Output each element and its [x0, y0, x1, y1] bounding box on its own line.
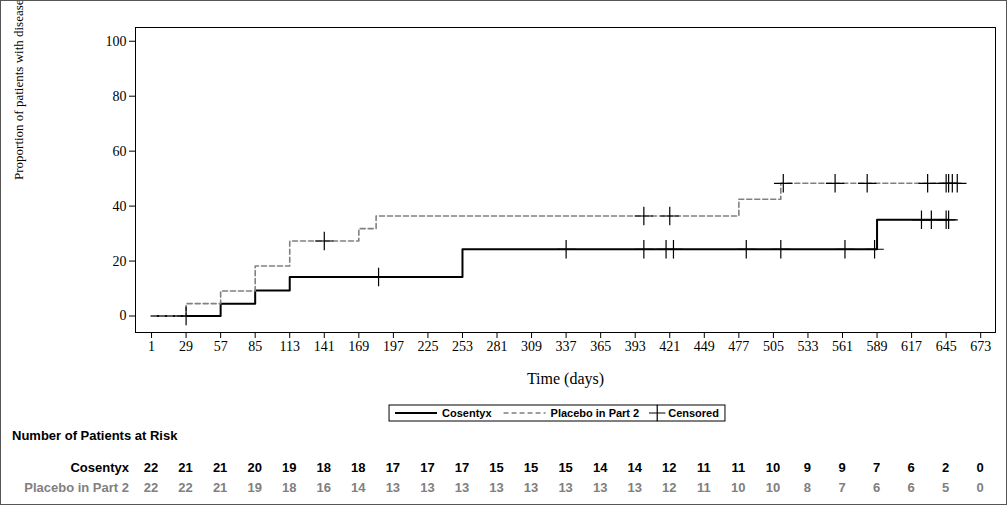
svg-text:12: 12	[662, 460, 676, 475]
svg-text:7: 7	[838, 480, 845, 495]
svg-text:197: 197	[383, 339, 404, 354]
svg-text:22: 22	[144, 480, 158, 495]
svg-text:11: 11	[731, 460, 745, 475]
svg-text:0: 0	[120, 308, 127, 323]
svg-text:11: 11	[697, 460, 711, 475]
svg-text:6: 6	[873, 480, 880, 495]
svg-text:17: 17	[386, 460, 400, 475]
svg-text:1: 1	[148, 339, 155, 354]
svg-text:10: 10	[766, 460, 780, 475]
svg-text:20: 20	[113, 254, 127, 269]
svg-text:20: 20	[247, 460, 261, 475]
svg-text:141: 141	[314, 339, 335, 354]
svg-text:533: 533	[797, 339, 818, 354]
svg-text:113: 113	[279, 339, 299, 354]
svg-text:16: 16	[317, 480, 331, 495]
svg-text:18: 18	[282, 480, 296, 495]
svg-text:281: 281	[487, 339, 508, 354]
svg-text:589: 589	[867, 339, 888, 354]
svg-text:80: 80	[113, 89, 127, 104]
svg-text:645: 645	[936, 339, 957, 354]
svg-text:9: 9	[838, 460, 845, 475]
svg-text:12: 12	[662, 480, 676, 495]
svg-text:253: 253	[452, 339, 473, 354]
svg-text:22: 22	[178, 480, 192, 495]
svg-text:Placebo in Part 2: Placebo in Part 2	[24, 480, 129, 495]
svg-text:13: 13	[558, 480, 572, 495]
svg-text:22: 22	[144, 460, 158, 475]
svg-text:505: 505	[763, 339, 784, 354]
svg-text:21: 21	[213, 460, 227, 475]
svg-text:19: 19	[247, 480, 261, 495]
svg-text:169: 169	[348, 339, 369, 354]
svg-text:0: 0	[977, 460, 984, 475]
svg-text:0: 0	[977, 480, 984, 495]
svg-text:Proportion of patients with di: Proportion of patients with disease flar…	[11, 0, 26, 180]
svg-text:40: 40	[113, 199, 127, 214]
svg-text:15: 15	[558, 460, 572, 475]
svg-text:561: 561	[832, 339, 853, 354]
svg-text:15: 15	[489, 460, 503, 475]
svg-text:617: 617	[901, 339, 922, 354]
svg-text:18: 18	[351, 460, 365, 475]
svg-text:7: 7	[873, 460, 880, 475]
svg-text:21: 21	[178, 460, 192, 475]
svg-text:18: 18	[317, 460, 331, 475]
svg-text:14: 14	[627, 460, 642, 475]
svg-text:225: 225	[417, 339, 438, 354]
svg-text:2: 2	[942, 460, 949, 475]
svg-text:9: 9	[804, 460, 811, 475]
svg-text:13: 13	[420, 480, 434, 495]
svg-text:100: 100	[106, 34, 127, 49]
svg-text:Censored: Censored	[668, 407, 719, 419]
svg-text:13: 13	[627, 480, 641, 495]
svg-text:365: 365	[590, 339, 611, 354]
svg-text:19: 19	[282, 460, 296, 475]
svg-text:8: 8	[804, 480, 811, 495]
svg-text:21: 21	[213, 480, 227, 495]
svg-text:17: 17	[455, 460, 469, 475]
svg-text:6: 6	[907, 480, 914, 495]
svg-text:Cosentyx: Cosentyx	[442, 407, 492, 419]
svg-text:14: 14	[593, 460, 608, 475]
svg-text:29: 29	[179, 339, 193, 354]
svg-text:14: 14	[351, 480, 366, 495]
svg-text:393: 393	[625, 339, 646, 354]
svg-text:5: 5	[942, 480, 949, 495]
svg-text:15: 15	[524, 460, 538, 475]
svg-text:13: 13	[455, 480, 469, 495]
svg-text:60: 60	[113, 144, 127, 159]
svg-text:85: 85	[248, 339, 262, 354]
svg-text:57: 57	[214, 339, 228, 354]
svg-text:309: 309	[521, 339, 542, 354]
svg-text:13: 13	[593, 480, 607, 495]
svg-text:421: 421	[659, 339, 680, 354]
svg-text:449: 449	[694, 339, 715, 354]
svg-text:337: 337	[556, 339, 577, 354]
svg-text:17: 17	[420, 460, 434, 475]
svg-text:10: 10	[731, 480, 745, 495]
svg-text:11: 11	[697, 480, 711, 495]
svg-text:13: 13	[489, 480, 503, 495]
svg-text:Time (days): Time (days)	[527, 370, 604, 388]
svg-text:13: 13	[524, 480, 538, 495]
svg-text:13: 13	[386, 480, 400, 495]
svg-text:477: 477	[728, 339, 749, 354]
svg-text:6: 6	[907, 460, 914, 475]
svg-text:10: 10	[766, 480, 780, 495]
svg-text:Number of Patients at Risk: Number of Patients at Risk	[12, 428, 178, 443]
svg-text:Placebo in Part 2: Placebo in Part 2	[551, 407, 640, 419]
svg-text:Cosentyx: Cosentyx	[70, 460, 129, 475]
svg-text:673: 673	[970, 339, 991, 354]
